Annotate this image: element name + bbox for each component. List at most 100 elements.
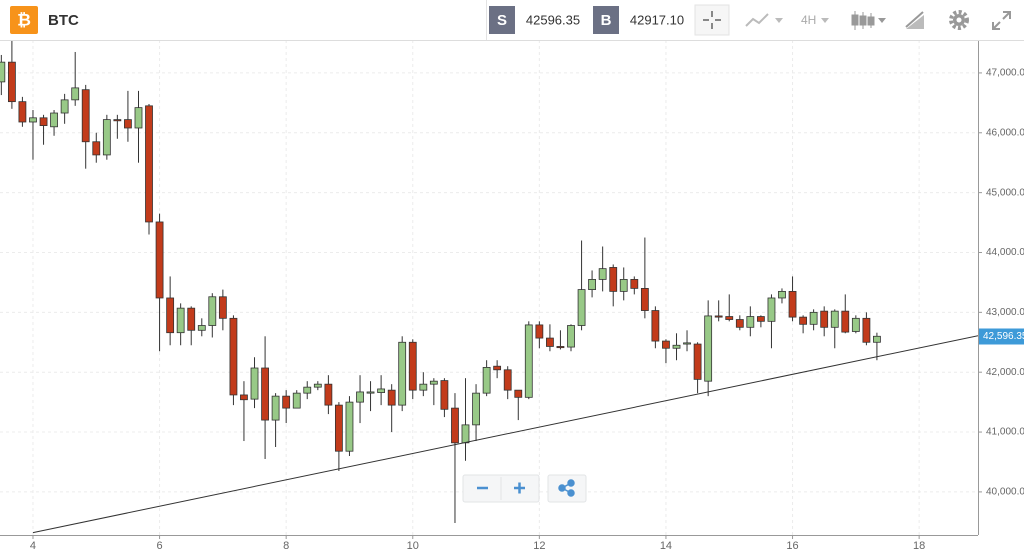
x-tick-label: 10 [407,540,419,552]
candle-body [102,119,111,156]
candle-body [788,290,797,318]
crosshair-button[interactable] [694,4,730,36]
candle-body [398,341,407,406]
candle-body [482,367,491,394]
candle-body [18,101,27,123]
y-tick-label: 41,000.00 [986,427,1024,438]
candle-body [324,383,333,406]
candle-body [640,287,649,311]
candle-body [799,316,808,325]
x-tick-label: 14 [660,540,672,552]
candle-body [862,317,871,343]
y-tick-label: 45,000.00 [986,187,1024,198]
candle-body [651,310,660,342]
settings-button[interactable] [949,10,969,30]
candle-body [292,392,301,409]
x-tick-label: 4 [30,540,36,552]
zoom-controls [462,474,587,503]
timeframe[interactable]: 4H [801,13,816,27]
candle-body [609,267,618,292]
sell-label[interactable]: S [497,12,507,29]
candle-body [746,316,755,328]
sell-button[interactable] [489,6,515,34]
candle-body [461,424,470,444]
candle-body [145,105,153,223]
candle-body [176,307,185,334]
x-tick-label: 16 [786,540,798,552]
candle-body [345,401,354,452]
symbol-icon [10,6,38,34]
y-tick-label: 40,000.00 [986,487,1024,498]
candle-body [672,344,681,349]
x-tick-label: 18 [913,540,925,552]
candle-body [271,395,280,421]
share-button[interactable] [547,474,587,503]
candle-body [662,340,670,349]
buy-button[interactable] [593,6,619,34]
candle-body [0,61,6,83]
candle-body [714,315,723,318]
candle-body [704,315,713,382]
x-tick-label: 8 [283,540,289,552]
candle-body [756,316,765,322]
grid [0,40,978,535]
candle-body [313,383,322,388]
timeframe-caret[interactable] [821,18,829,23]
candle-body [408,341,417,391]
candle-body [693,343,702,380]
share-icon[interactable] [558,479,575,497]
candle-body [50,112,58,128]
candle-body [851,317,860,332]
zoom-in[interactable] [514,482,525,494]
candle-body [588,279,596,290]
candle-body [767,297,776,322]
candle-body [229,317,238,396]
candle-body [619,279,628,292]
candle-body [546,337,554,347]
candle-body [218,296,227,319]
fullscreen-button[interactable] [992,11,1011,30]
candle-body [451,407,459,444]
chart-style-button[interactable] [745,13,783,27]
symbol: BTC [48,12,79,29]
candle-body [598,268,607,280]
candle-body [261,367,269,421]
candle-body [809,311,818,325]
candle-body [39,117,48,126]
candle-body [81,89,90,143]
last-price-tag [979,328,1024,345]
candle-body [683,342,691,345]
candle-body [250,367,259,400]
axes: 40,000.00 41,000.00 42,000.00 43,000.00 44,0… [0,40,1024,552]
candle-body [60,99,69,114]
candle-body [556,346,565,349]
draw-button[interactable] [905,11,924,29]
candle-body [820,310,829,328]
candle-body [472,392,480,426]
candle-body [830,310,839,328]
candle-body [71,87,80,101]
candle-body [113,119,122,122]
candle-body [334,404,343,452]
candle-body [535,324,544,339]
candle-body [166,297,175,334]
y-tick-label: 43,000.00 [986,307,1024,318]
candle-type-button[interactable] [851,11,886,30]
y-tick-label: 42,000.00 [986,367,1024,378]
candle-body [303,386,312,394]
x-tick-label: 6 [157,540,163,552]
candle-body [197,325,206,331]
candle-body [567,325,575,348]
symbol-icon-glyph: ₿ [17,10,31,29]
candle-body [493,365,502,371]
candle-body [577,289,586,326]
candle-body [514,389,523,398]
candle-body [282,395,291,409]
candle-body [524,324,533,398]
buy-label[interactable]: B [601,12,612,29]
candle-body [92,141,101,156]
candle-body [387,389,396,406]
candle-body [440,380,449,410]
candle-body [187,307,196,331]
candle-body [356,391,364,403]
